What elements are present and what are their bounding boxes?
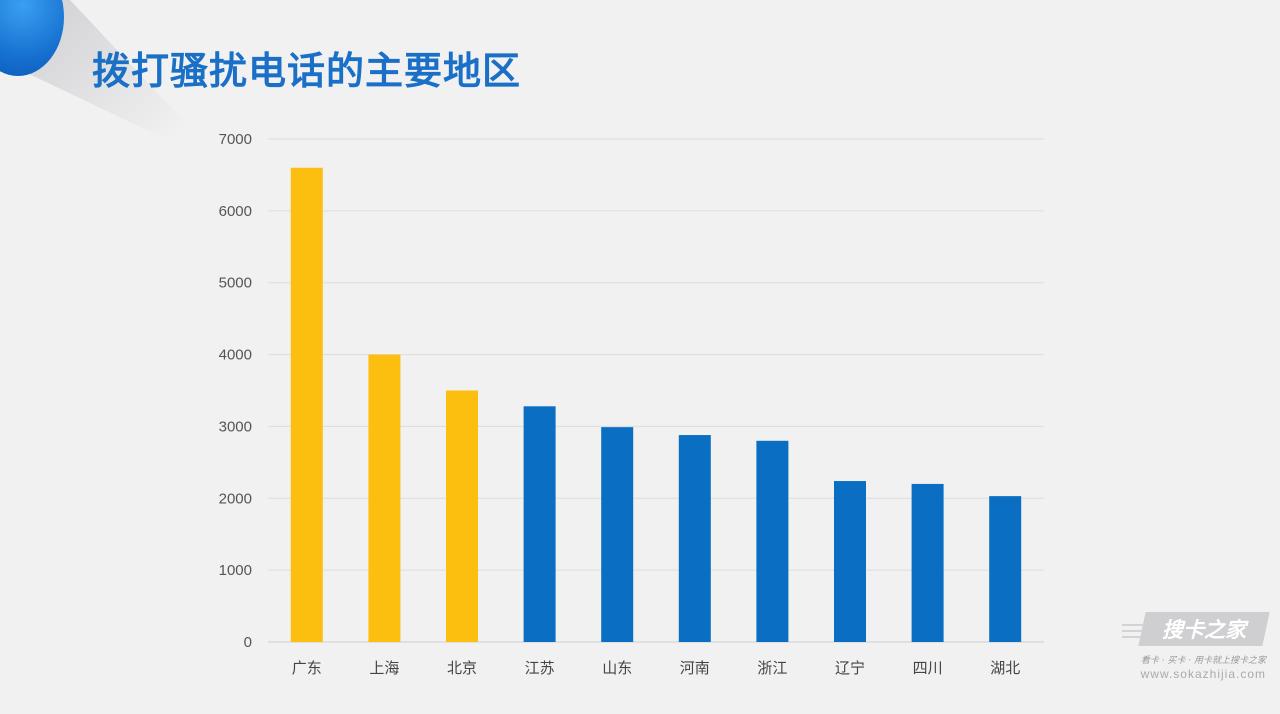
- y-tick-label: 3000: [219, 418, 252, 435]
- x-category-label: 广东: [292, 659, 322, 677]
- y-tick-label: 5000: [219, 275, 252, 292]
- y-tick-label: 0: [244, 634, 252, 651]
- x-category-label: 浙江: [757, 659, 787, 677]
- y-tick-label: 7000: [219, 131, 252, 148]
- bar-7: [756, 440, 789, 642]
- y-tick-label: 4000: [219, 347, 252, 364]
- bar-10: [989, 496, 1022, 642]
- bar-5: [601, 427, 634, 642]
- y-tick-label: 1000: [219, 562, 252, 579]
- x-category-label: 江苏: [525, 659, 555, 677]
- watermark-slogan: 看卡 · 买卡 · 用卡就上搜卡之家: [1140, 656, 1266, 666]
- bar-4: [523, 406, 556, 642]
- bar-8: [834, 481, 866, 642]
- watermark-logo-text: 搜卡之家: [1162, 618, 1246, 642]
- watermark: 搜卡之家 看卡 · 买卡 · 用卡就上搜卡之家 www.sokazhijia.c…: [1122, 612, 1272, 684]
- x-category-label: 四川: [913, 659, 943, 677]
- y-tick-label: 6000: [219, 203, 252, 220]
- y-tick-label: 2000: [219, 490, 252, 507]
- page-title: 拨打骚扰电话的主要地区: [92, 49, 522, 93]
- x-category-label: 辽宁: [835, 659, 865, 677]
- watermark-logo: 搜卡之家: [1138, 612, 1270, 646]
- watermark-speed-lines: [1122, 620, 1148, 640]
- bar-6: [678, 435, 711, 642]
- bar-1: [290, 167, 323, 642]
- x-category-label: 上海: [369, 659, 399, 677]
- x-category-label: 湖北: [990, 659, 1020, 677]
- watermark-url: www.sokazhijia.com: [1140, 667, 1266, 681]
- x-category-label: 北京: [447, 659, 477, 677]
- bar-2: [368, 354, 401, 642]
- x-category-label: 河南: [680, 659, 710, 677]
- bar-3: [446, 390, 478, 642]
- x-category-label: 山东: [602, 659, 632, 677]
- bar-9: [911, 483, 944, 642]
